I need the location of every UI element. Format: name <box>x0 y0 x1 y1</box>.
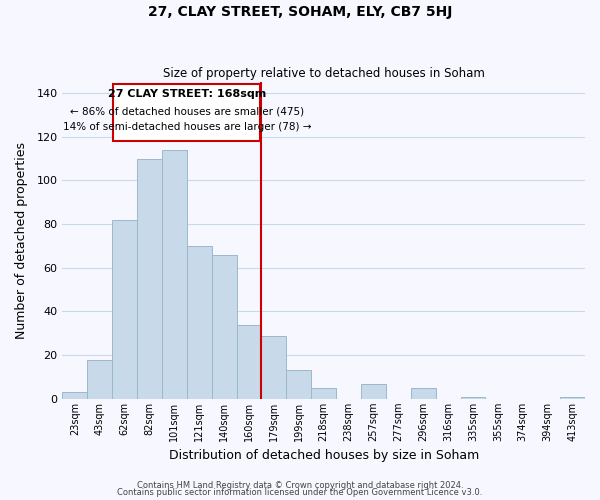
Text: Contains public sector information licensed under the Open Government Licence v3: Contains public sector information licen… <box>118 488 482 497</box>
Bar <box>286 370 311 399</box>
Title: Size of property relative to detached houses in Soham: Size of property relative to detached ho… <box>163 66 485 80</box>
Bar <box>137 158 162 399</box>
Bar <box>236 324 262 399</box>
Bar <box>112 220 137 399</box>
FancyBboxPatch shape <box>113 84 260 141</box>
Text: Contains HM Land Registry data © Crown copyright and database right 2024.: Contains HM Land Registry data © Crown c… <box>137 480 463 490</box>
Bar <box>461 396 485 399</box>
Bar <box>187 246 212 399</box>
Bar <box>212 254 236 399</box>
Text: ← 86% of detached houses are smaller (475): ← 86% of detached houses are smaller (47… <box>70 106 304 116</box>
Text: 27, CLAY STREET, SOHAM, ELY, CB7 5HJ: 27, CLAY STREET, SOHAM, ELY, CB7 5HJ <box>148 5 452 19</box>
X-axis label: Distribution of detached houses by size in Soham: Distribution of detached houses by size … <box>169 450 479 462</box>
Bar <box>162 150 187 399</box>
Y-axis label: Number of detached properties: Number of detached properties <box>15 142 28 339</box>
Text: 14% of semi-detached houses are larger (78) →: 14% of semi-detached houses are larger (… <box>62 122 311 132</box>
Text: 27 CLAY STREET: 168sqm: 27 CLAY STREET: 168sqm <box>107 89 266 99</box>
Bar <box>62 392 87 399</box>
Bar <box>87 360 112 399</box>
Bar <box>262 336 286 399</box>
Bar <box>560 396 585 399</box>
Bar <box>311 388 336 399</box>
Bar <box>361 384 386 399</box>
Bar <box>411 388 436 399</box>
